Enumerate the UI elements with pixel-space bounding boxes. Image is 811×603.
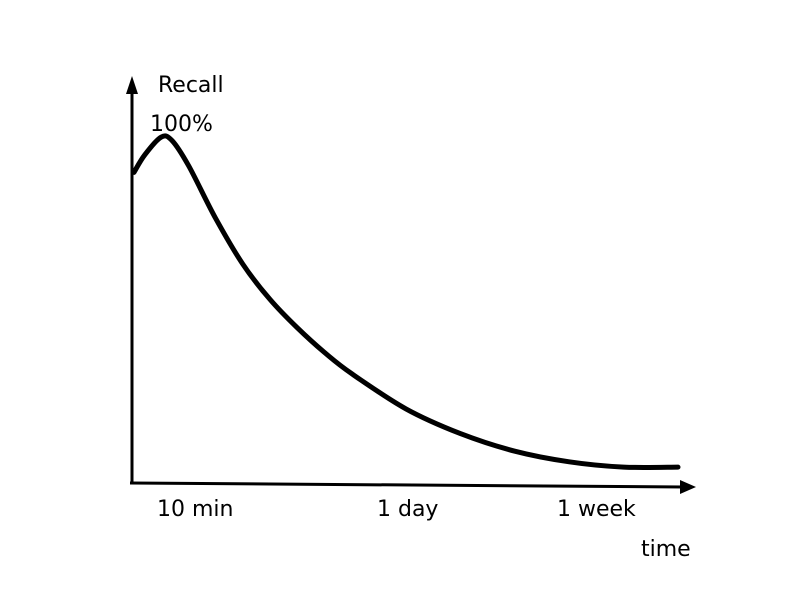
series-layer: [131, 133, 681, 470]
y-axis-label: Recall: [158, 73, 224, 98]
y-axis-arrowhead: [126, 76, 138, 94]
y-axis-tick-100-percent: 100%: [150, 112, 213, 137]
x-tick-label-1-day: 1 day: [377, 497, 438, 522]
axes: [126, 76, 696, 494]
x-tick-label-1-week: 1 week: [557, 497, 636, 522]
x-axis-arrowhead: [680, 480, 696, 494]
recall-curve-line: [131, 133, 681, 470]
x-axis-label: time: [641, 537, 691, 562]
x-axis: [129, 481, 685, 489]
x-tick-label-10-min: 10 min: [157, 497, 233, 522]
